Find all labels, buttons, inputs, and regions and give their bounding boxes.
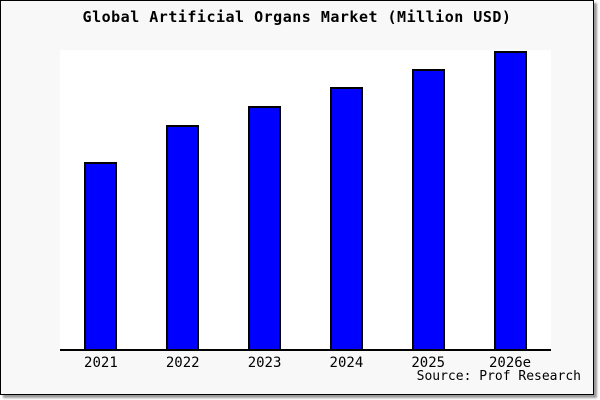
plot-area xyxy=(60,50,551,351)
bar-2026e xyxy=(493,50,527,349)
bars-container xyxy=(60,50,551,349)
x-tick-2025: 2025 xyxy=(411,355,446,371)
bar-2021 xyxy=(84,161,118,349)
chart-title: Global Artificial Organs Market (Million… xyxy=(82,8,512,26)
x-tick-2021: 2021 xyxy=(84,355,118,371)
bar-2022 xyxy=(166,124,200,349)
x-tick-2024: 2024 xyxy=(329,355,364,371)
bar-2023 xyxy=(248,105,282,349)
x-tick-2022: 2022 xyxy=(165,355,200,371)
bar-2025 xyxy=(411,68,445,349)
source-note: Source: Prof Research xyxy=(416,369,581,384)
bar-2024 xyxy=(329,86,363,349)
x-axis-tick-labels: 2021 2022 2023 2024 2025 2026e xyxy=(60,355,551,371)
x-tick-2026e: 2026e xyxy=(488,355,532,371)
x-tick-2023: 2023 xyxy=(247,355,282,371)
chart-frame: Global Artificial Organs Market (Million… xyxy=(0,0,594,395)
